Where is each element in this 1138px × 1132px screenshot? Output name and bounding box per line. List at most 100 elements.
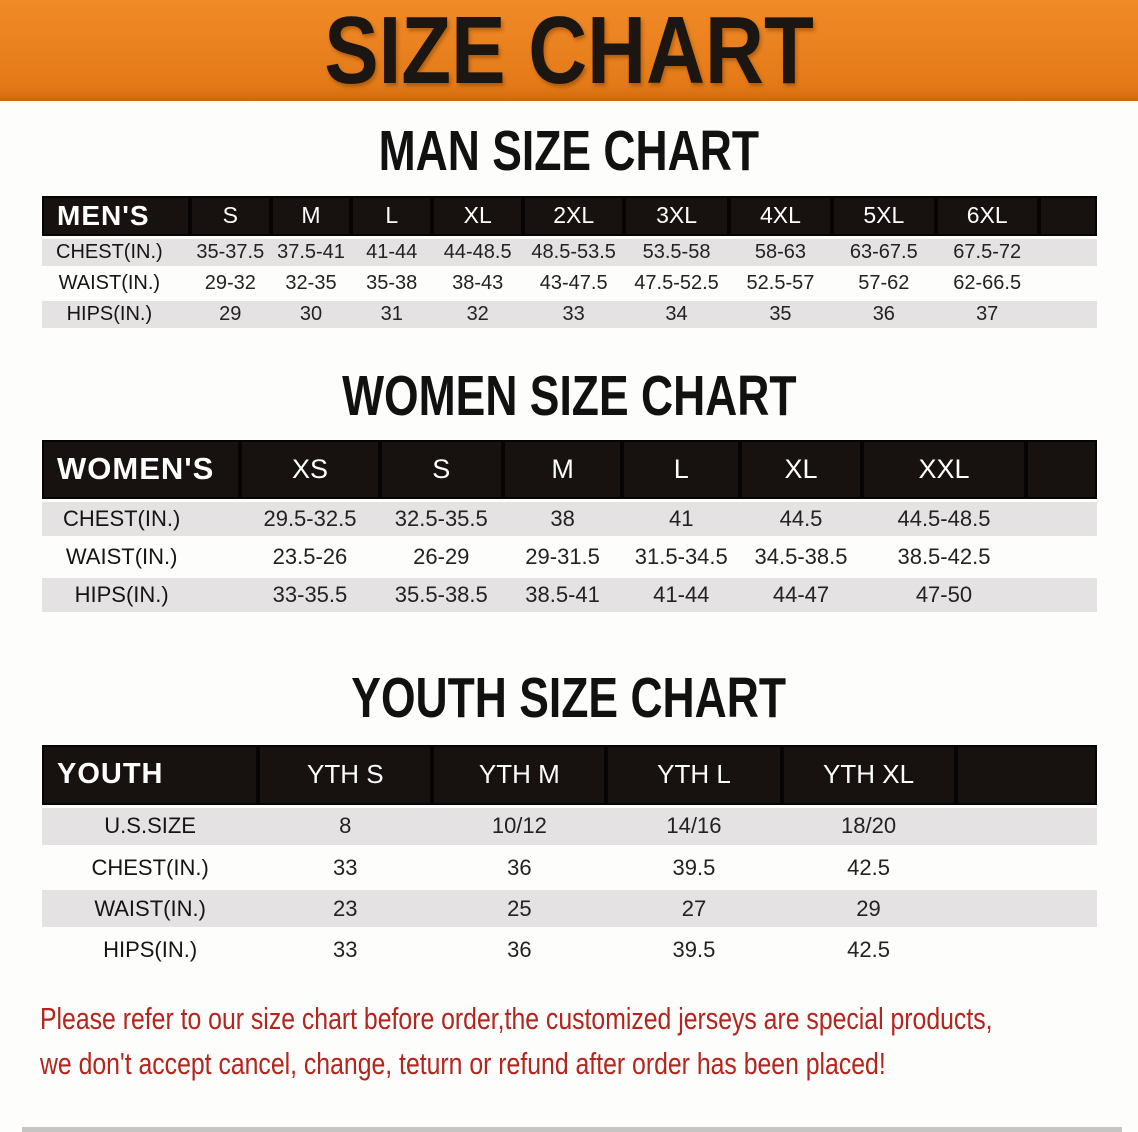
size-column-header: YTH S <box>258 745 433 808</box>
size-column-header: 3XL <box>624 196 729 239</box>
size-column-header: 2XL <box>523 196 625 239</box>
spacer-cell <box>1038 299 1097 332</box>
size-column-header: S <box>189 196 271 239</box>
women-section-heading: WOMEN SIZE CHART <box>0 368 1138 425</box>
size-column-header: XL <box>740 440 862 502</box>
measurement-row: WAIST(IN.) 29-32 32-35 35-38 38-43 43-47.5 47.… <box>42 268 1097 301</box>
measurement-label: HIPS(IN.) <box>42 929 259 972</box>
size-value: 14/16 <box>606 806 782 849</box>
youth-size-table: YOUTH YTH S YTH M YTH L YTH XL U.S.SIZE 8 10/12… <box>42 745 1097 972</box>
size-value: 57-62 <box>832 268 936 301</box>
measurement-row: CHEST(IN.) 35-37.5 37.5-41 41-44 44-48.5 48.5… <box>42 237 1097 270</box>
size-value: 52.5-57 <box>728 268 833 301</box>
size-value: 58-63 <box>728 237 833 270</box>
banner-title: SIZE CHART <box>324 0 814 104</box>
size-value: 47.5-52.5 <box>624 268 729 301</box>
size-value: 31 <box>351 299 433 332</box>
size-value: 32.5-35.5 <box>379 500 503 540</box>
size-column-header: YTH M <box>432 745 607 808</box>
size-value: 29-31.5 <box>503 538 623 578</box>
table-group-label: YOUTH <box>42 745 259 808</box>
spacer-cell <box>1038 268 1097 301</box>
size-value: 48.5-53.5 <box>523 237 625 270</box>
measurement-label: WAIST(IN.) <box>42 268 190 301</box>
size-value: 42.5 <box>781 929 956 972</box>
size-value: 44.5-48.5 <box>861 500 1027 540</box>
size-value: 30 <box>270 299 352 332</box>
size-value: 67.5-72 <box>935 237 1039 270</box>
women-size-chart-section: WOMEN SIZE CHART WOMEN'S XS S M L XL XXL CHEST(… <box>0 368 1138 616</box>
measurement-label: WAIST(IN.) <box>42 888 259 931</box>
size-value: 36 <box>432 847 607 890</box>
spacer-cell <box>955 806 1097 849</box>
size-value: 44.5 <box>740 500 862 540</box>
size-value: 42.5 <box>781 847 956 890</box>
measurement-label: HIPS(IN.) <box>42 576 241 616</box>
size-value: 37.5-41 <box>270 237 352 270</box>
spacer-cell <box>955 888 1097 931</box>
size-value: 38.5-42.5 <box>861 538 1027 578</box>
measurement-row: HIPS(IN.) 29 30 31 32 33 34 35 36 37 <box>42 299 1097 332</box>
size-value: 27 <box>606 888 782 931</box>
measurement-label: CHEST(IN.) <box>42 847 259 890</box>
size-chart-banner: SIZE CHART <box>0 0 1138 101</box>
size-column-header: XS <box>240 440 380 502</box>
man-section-heading: MAN SIZE CHART <box>0 123 1138 180</box>
size-column-header: M <box>503 440 623 502</box>
size-value: 35.5-38.5 <box>379 576 503 616</box>
measurement-label: CHEST(IN.) <box>42 500 241 540</box>
size-value: 29.5-32.5 <box>240 500 380 540</box>
table-group-label: MEN'S <box>42 196 190 239</box>
table-group-label: WOMEN'S <box>42 440 241 502</box>
womens-size-table: WOMEN'S XS S M L XL XXL CHEST(IN.) 29.5-32.5 32.5… <box>42 440 1097 616</box>
size-value: 32-35 <box>270 268 352 301</box>
disclaimer-line-2: we don't accept cancel, change, teturn o… <box>40 1046 886 1081</box>
disclaimer: Please refer to our size chart before or… <box>0 996 1138 1086</box>
size-value: 39.5 <box>606 929 782 972</box>
size-value: 44-48.5 <box>432 237 524 270</box>
measurement-row: WAIST(IN.) 23 25 27 29 <box>42 888 1097 931</box>
youth-section-heading: YOUTH SIZE CHART <box>0 670 1138 727</box>
size-value: 35-38 <box>351 268 433 301</box>
spacer-cell <box>1026 440 1097 502</box>
disclaimer-line-1: Please refer to our size chart before or… <box>40 1001 993 1036</box>
spacer-cell <box>955 847 1097 890</box>
size-column-header: YTH L <box>606 745 782 808</box>
size-value: 23.5-26 <box>240 538 380 578</box>
size-value: 41-44 <box>351 237 433 270</box>
size-value: 33 <box>258 929 433 972</box>
size-value: 36 <box>432 929 607 972</box>
size-value: 62-66.5 <box>935 268 1039 301</box>
size-value: 8 <box>258 806 433 849</box>
size-value: 32 <box>432 299 524 332</box>
size-column-header: 5XL <box>832 196 936 239</box>
measurement-row: HIPS(IN.) 33 36 39.5 42.5 <box>42 929 1097 972</box>
size-value: 34 <box>624 299 729 332</box>
size-value: 35-37.5 <box>189 237 271 270</box>
size-value: 36 <box>832 299 936 332</box>
size-value: 41 <box>622 500 741 540</box>
spacer-cell <box>1026 500 1097 540</box>
size-value: 34.5-38.5 <box>740 538 862 578</box>
measurement-label: WAIST(IN.) <box>42 538 241 578</box>
size-column-header: M <box>270 196 352 239</box>
measurement-label: HIPS(IN.) <box>42 299 190 332</box>
size-value: 53.5-58 <box>624 237 729 270</box>
size-column-header: YTH XL <box>781 745 956 808</box>
spacer-cell <box>1038 196 1097 239</box>
size-value: 44-47 <box>740 576 862 616</box>
size-value: 38.5-41 <box>503 576 623 616</box>
size-value: 33 <box>258 847 433 890</box>
mens-size-table: MEN'S S M L XL 2XL 3XL 4XL 5XL 6XL CHEST(IN.) 35-37… <box>42 196 1097 332</box>
size-column-header: L <box>622 440 741 502</box>
size-column-header: 6XL <box>935 196 1039 239</box>
spacer-cell <box>955 745 1097 808</box>
size-value: 26-29 <box>379 538 503 578</box>
measurement-row: CHEST(IN.) 33 36 39.5 42.5 <box>42 847 1097 890</box>
size-column-header: S <box>379 440 503 502</box>
size-value: 33-35.5 <box>240 576 380 616</box>
women-section-heading-text: WOMEN SIZE CHART <box>341 364 797 428</box>
spacer-cell <box>1026 538 1097 578</box>
size-value: 38-43 <box>432 268 524 301</box>
size-column-header: XL <box>432 196 524 239</box>
